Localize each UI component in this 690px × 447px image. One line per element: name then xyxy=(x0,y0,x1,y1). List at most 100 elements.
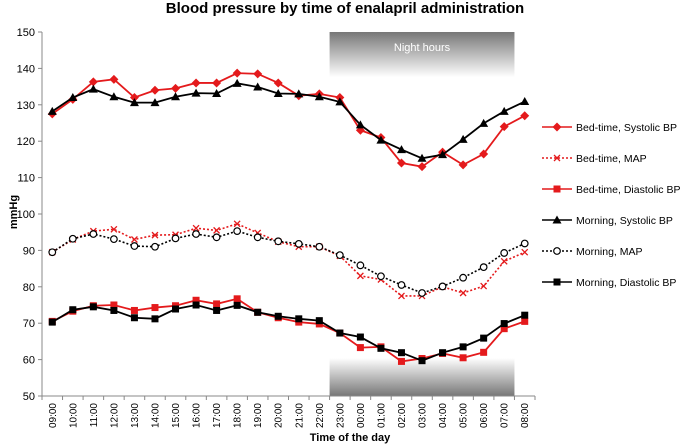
data-point xyxy=(88,77,98,87)
data-point xyxy=(521,248,529,256)
data-point xyxy=(500,325,508,333)
data-point xyxy=(130,242,139,250)
y-tick-label: 60 xyxy=(23,355,35,367)
data-point xyxy=(192,296,200,304)
data-point xyxy=(459,354,467,362)
series-line xyxy=(51,72,526,168)
data-point xyxy=(520,111,530,121)
data-point xyxy=(212,89,222,98)
data-point xyxy=(479,263,488,272)
data-point xyxy=(109,92,119,101)
legend-label: Bed-time, Systolic BP xyxy=(576,122,677,134)
data-point xyxy=(459,343,467,351)
y-tick-label: 100 xyxy=(17,209,35,221)
y-axis-label: mmHg xyxy=(8,194,20,230)
legend-swatch xyxy=(542,278,572,286)
data-point xyxy=(192,230,200,238)
data-point xyxy=(253,82,263,91)
data-point xyxy=(356,272,364,280)
legend-swatch xyxy=(542,185,572,193)
x-tick-label: 00:00 xyxy=(356,403,367,428)
data-point xyxy=(130,306,138,314)
y-tick-label: 80 xyxy=(23,282,35,294)
legend-marker xyxy=(553,278,561,286)
data-point xyxy=(151,231,159,239)
data-point xyxy=(314,92,324,101)
x-tick-label: 06:00 xyxy=(479,403,490,428)
legend-label: Morning, MAP xyxy=(576,246,643,258)
data-point xyxy=(150,85,160,95)
x-tick-label: 02:00 xyxy=(397,403,408,428)
x-tick-label: 20:00 xyxy=(274,403,285,428)
data-point xyxy=(479,118,489,127)
x-tick-label: 01:00 xyxy=(376,403,387,428)
data-point xyxy=(398,292,405,300)
x-tick-label: 07:00 xyxy=(500,403,511,428)
legend-item: Bed-time, Systolic BP xyxy=(540,118,690,149)
data-point xyxy=(499,122,509,132)
legend-label: Bed-time, Diastolic BP xyxy=(576,184,681,196)
data-point xyxy=(233,301,241,309)
data-point xyxy=(294,239,303,248)
legend: Bed-time, Systolic BP Bed-time, MAP Bed-ti… xyxy=(540,118,690,304)
legend-marker xyxy=(553,185,561,193)
data-point xyxy=(336,329,344,337)
data-point xyxy=(151,242,159,251)
data-point xyxy=(171,92,181,101)
data-point xyxy=(355,120,365,129)
series-line xyxy=(51,304,526,362)
data-point xyxy=(68,93,78,102)
data-point xyxy=(521,317,529,325)
data-point xyxy=(213,226,221,234)
x-tick-label: 12:00 xyxy=(109,403,120,428)
data-point xyxy=(459,273,468,282)
data-point xyxy=(109,74,119,84)
x-tick-label: 14:00 xyxy=(150,403,161,428)
legend-item: Bed-time, MAP xyxy=(540,149,690,180)
y-tick-label: 150 xyxy=(17,27,35,39)
series-line xyxy=(51,222,526,297)
y-tick-label: 130 xyxy=(17,100,35,112)
data-point xyxy=(500,257,508,265)
data-point xyxy=(212,78,222,88)
x-tick-label: 04:00 xyxy=(438,403,449,428)
x-axis-label: Time of the day xyxy=(309,432,391,444)
data-point xyxy=(396,158,406,168)
data-point xyxy=(89,230,98,238)
legend-item: Bed-time, Diastolic BP xyxy=(540,180,690,211)
data-point xyxy=(521,311,529,319)
legend-label: Bed-time, MAP xyxy=(576,153,647,165)
legend-label: Morning, Systolic BP xyxy=(576,215,673,227)
data-point xyxy=(418,289,426,297)
y-tick-label: 50 xyxy=(23,391,35,403)
data-point xyxy=(109,235,118,244)
data-point xyxy=(480,334,488,342)
legend-swatch xyxy=(542,247,572,255)
data-point xyxy=(520,239,529,248)
series-bed-time-map xyxy=(48,220,529,300)
data-point xyxy=(191,78,201,88)
data-point xyxy=(335,97,345,106)
data-point xyxy=(150,98,160,107)
data-point xyxy=(110,306,118,314)
data-point xyxy=(129,93,139,103)
y-tick-label: 110 xyxy=(17,173,35,185)
data-point xyxy=(418,357,426,365)
data-point xyxy=(171,234,180,243)
data-point xyxy=(397,357,405,365)
data-point xyxy=(335,251,344,260)
x-tick-label: 11:00 xyxy=(89,403,100,428)
data-point xyxy=(356,333,364,341)
data-point xyxy=(396,145,406,154)
data-point xyxy=(458,134,468,143)
data-point xyxy=(315,242,324,251)
legend-marker xyxy=(552,215,562,224)
legend-marker xyxy=(553,154,561,162)
data-point xyxy=(233,220,241,228)
series-bed-time-diastolic-bp xyxy=(48,295,529,365)
data-point xyxy=(274,237,283,246)
data-point xyxy=(294,89,304,98)
data-point xyxy=(151,304,159,312)
legend-item: Morning, MAP xyxy=(540,242,690,273)
